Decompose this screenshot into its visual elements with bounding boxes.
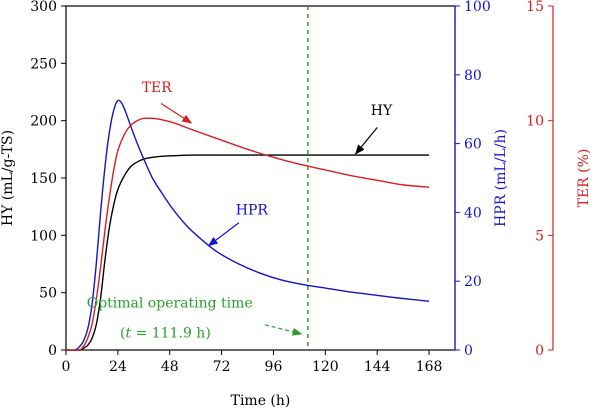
series-line-hpr	[65, 99, 430, 351]
x-tick-label: 72	[213, 359, 231, 375]
hpr-tick-label: 60	[464, 137, 482, 153]
x-tick-label: 144	[364, 359, 391, 375]
annotation-label: (t = 111.9 h)	[120, 325, 211, 341]
annotation-arrow	[354, 127, 378, 155]
hpr-tick-label: 20	[464, 274, 482, 290]
series-line-ter	[65, 117, 430, 351]
annotation-label: HPR	[236, 203, 269, 219]
left-tick-label: 300	[30, 0, 57, 15]
left-tick-label: 100	[30, 228, 57, 244]
left-axis-title: HY (mL/g-TS)	[0, 130, 16, 226]
left-tick-label: 150	[30, 171, 57, 187]
annotation-arrow	[160, 102, 193, 124]
x-tick-label: 0	[62, 359, 71, 375]
annotation-label: HY	[371, 103, 393, 119]
series-line-hy	[65, 154, 430, 351]
annotation-label-part: t	[126, 325, 132, 341]
hpr-tick-label: 40	[464, 205, 482, 221]
annotation-label: TER	[142, 80, 173, 96]
x-tick-label: 24	[109, 359, 127, 375]
x-tick-label: 120	[312, 359, 339, 375]
hpr-tick-label: 80	[464, 68, 482, 84]
ter-axis-title: TER (%)	[576, 149, 592, 208]
hpr-tick-label: 100	[464, 0, 491, 15]
left-tick-label: 200	[30, 114, 57, 130]
x-axis-title: Time (h)	[231, 393, 291, 409]
ter-tick-label: 5	[535, 228, 544, 244]
hpr-axis-title: HPR (mL/L/h)	[493, 129, 509, 227]
annotation-label: Optimal operating time	[87, 296, 253, 312]
left-tick-label: 250	[30, 56, 57, 72]
x-tick-label: 168	[416, 359, 443, 375]
left-tick-label: 0	[48, 343, 57, 359]
ter-tick-label: 15	[526, 0, 544, 15]
x-tick-label: 48	[161, 359, 179, 375]
annotation-arrow	[264, 324, 303, 336]
hpr-tick-label: 0	[464, 343, 473, 359]
ter-tick-label: 10	[526, 114, 544, 130]
ter-tick-label: 0	[535, 343, 544, 359]
x-tick-label: 96	[265, 359, 283, 375]
annotation-arrow	[207, 222, 240, 247]
annotation-label-part: (	[120, 325, 125, 341]
annotation-label-part: = 111.9 h)	[131, 325, 211, 341]
left-tick-label: 50	[39, 286, 57, 302]
